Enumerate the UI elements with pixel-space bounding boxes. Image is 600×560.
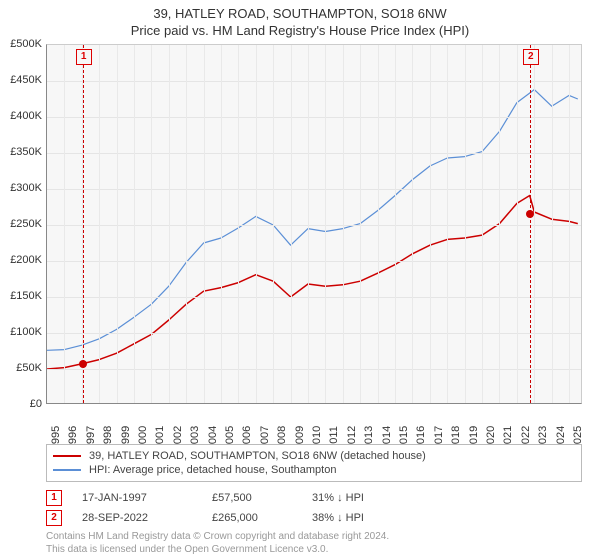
gridline-v: [238, 45, 239, 403]
legend-swatch: [53, 455, 81, 457]
gridline-v: [360, 45, 361, 403]
gridline-h: [47, 369, 581, 370]
event-row-badge: 1: [46, 490, 62, 506]
ytick-label: £350K: [0, 146, 42, 158]
gridline-v: [395, 45, 396, 403]
legend-label: HPI: Average price, detached house, Sout…: [89, 464, 336, 476]
event-row: 1 17-JAN-1997£57,50031% ↓ HPI: [46, 488, 582, 508]
event-row-date: 28-SEP-2022: [82, 512, 212, 524]
legend-swatch: [53, 469, 81, 471]
ytick-label: £200K: [0, 254, 42, 266]
event-badge: 1: [76, 49, 92, 65]
footer-line-2: This data is licensed under the Open Gov…: [46, 543, 582, 556]
legend-row: 39, HATLEY ROAD, SOUTHAMPTON, SO18 6NW (…: [53, 449, 575, 463]
chart-subtitle: Price paid vs. HM Land Registry's House …: [0, 23, 600, 38]
ytick-label: £250K: [0, 218, 42, 230]
gridline-v: [517, 45, 518, 403]
gridline-v: [552, 45, 553, 403]
event-row: 2 28-SEP-2022£265,00038% ↓ HPI: [46, 508, 582, 528]
gridline-v: [134, 45, 135, 403]
ytick-label: £0: [0, 398, 42, 410]
footer-line-1: Contains HM Land Registry data © Crown c…: [46, 530, 582, 543]
gridline-h: [47, 189, 581, 190]
gridline-v: [465, 45, 466, 403]
gridline-v: [482, 45, 483, 403]
gridline-v: [534, 45, 535, 403]
event-row-date: 17-JAN-1997: [82, 492, 212, 504]
gridline-v: [151, 45, 152, 403]
legend-box: 39, HATLEY ROAD, SOUTHAMPTON, SO18 6NW (…: [46, 444, 582, 482]
event-row-pct: 38% ↓ HPI: [312, 512, 442, 524]
gridline-v: [291, 45, 292, 403]
event-row-pct: 31% ↓ HPI: [312, 492, 442, 504]
event-marker: [526, 210, 534, 218]
chart-container: { "titles": { "main": "39, HATLEY ROAD, …: [0, 0, 600, 560]
ytick-label: £100K: [0, 326, 42, 338]
gridline-h: [47, 117, 581, 118]
legend-label: 39, HATLEY ROAD, SOUTHAMPTON, SO18 6NW (…: [89, 450, 426, 462]
gridline-v: [117, 45, 118, 403]
gridline-v: [308, 45, 309, 403]
gridline-v: [378, 45, 379, 403]
event-line: [83, 45, 84, 403]
gridline-v: [99, 45, 100, 403]
ytick-label: £300K: [0, 182, 42, 194]
gridline-v: [430, 45, 431, 403]
gridline-v: [325, 45, 326, 403]
gridline-h: [47, 81, 581, 82]
gridline-v: [499, 45, 500, 403]
gridline-h: [47, 153, 581, 154]
gridline-v: [273, 45, 274, 403]
gridline-v: [186, 45, 187, 403]
event-line: [530, 45, 531, 403]
gridline-h: [47, 297, 581, 298]
gridline-h: [47, 333, 581, 334]
gridline-v: [169, 45, 170, 403]
chart-title: 39, HATLEY ROAD, SOUTHAMPTON, SO18 6NW: [0, 6, 600, 21]
ytick-label: £400K: [0, 110, 42, 122]
gridline-v: [221, 45, 222, 403]
gridline-v: [204, 45, 205, 403]
event-row-badge: 2: [46, 510, 62, 526]
gridline-h: [47, 261, 581, 262]
ytick-label: £450K: [0, 74, 42, 86]
gridline-v: [569, 45, 570, 403]
ytick-label: £500K: [0, 38, 42, 50]
gridline-v: [64, 45, 65, 403]
titles-block: 39, HATLEY ROAD, SOUTHAMPTON, SO18 6NW P…: [0, 0, 600, 38]
gridline-h: [47, 225, 581, 226]
ytick-label: £150K: [0, 290, 42, 302]
gridline-v: [256, 45, 257, 403]
gridline-v: [343, 45, 344, 403]
series-hpi: [47, 90, 578, 351]
footer-attribution: Contains HM Land Registry data © Crown c…: [46, 530, 582, 556]
event-marker: [79, 360, 87, 368]
events-table: 1 17-JAN-1997£57,50031% ↓ HPI 2 28-SEP-2022…: [46, 488, 582, 528]
gridline-v: [412, 45, 413, 403]
gridline-v: [447, 45, 448, 403]
series-price_paid: [47, 196, 578, 370]
event-row-price: £57,500: [212, 492, 312, 504]
plot-area: 12: [46, 44, 582, 404]
legend-row: HPI: Average price, detached house, Sout…: [53, 463, 575, 477]
event-badge: 2: [523, 49, 539, 65]
ytick-label: £50K: [0, 362, 42, 374]
event-row-price: £265,000: [212, 512, 312, 524]
